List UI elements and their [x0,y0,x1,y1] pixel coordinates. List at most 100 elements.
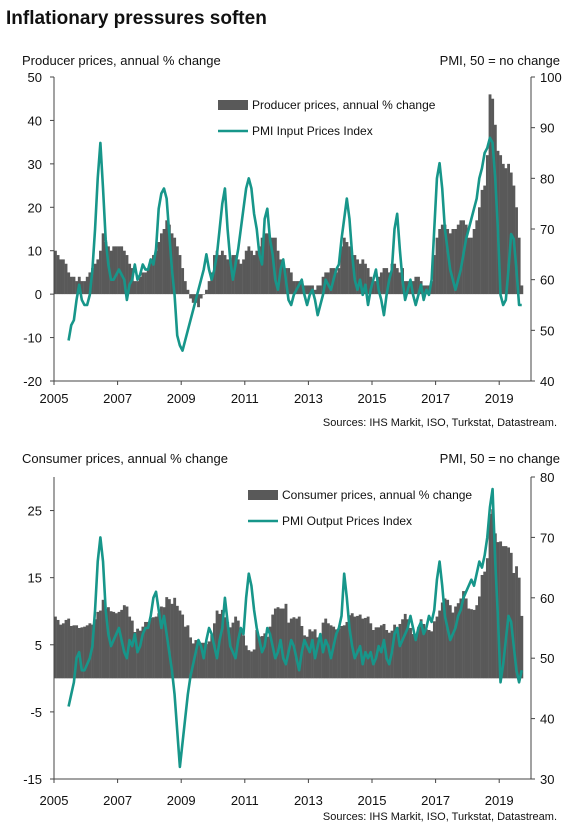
y-tick-label: 0 [35,287,42,302]
bar [483,571,487,679]
x-tick-label: 2019 [485,391,514,406]
bar [69,276,73,295]
bar [197,642,200,679]
bar [273,237,277,295]
bar [117,611,121,679]
bar [281,263,285,295]
bar [207,641,211,679]
bar [395,268,399,295]
bar [414,276,418,295]
bar [517,577,521,679]
bar [125,606,129,679]
bar [374,281,378,295]
bar [255,630,259,679]
bar [144,621,147,679]
bar [59,624,63,679]
bar [289,272,293,295]
bar [417,627,420,679]
bar [152,617,155,679]
bar [75,625,79,679]
bar [483,185,487,295]
bar [260,237,264,295]
y-tick-label: -5 [30,705,42,720]
bar [64,619,68,679]
bar [393,624,397,679]
bar [215,250,219,295]
y-tick-label: 20 [28,200,42,215]
bar [319,285,322,295]
bar [178,255,182,295]
x-tick-label: 2015 [358,391,387,406]
bar [440,602,444,679]
bar [430,631,434,679]
bar [284,603,288,679]
bar [515,207,518,295]
bar [186,625,190,679]
bar [210,272,214,295]
bar [451,229,455,295]
bar [173,237,177,295]
bar [475,220,479,295]
bar [250,250,253,295]
bar [406,619,410,679]
bar [332,626,336,679]
bar [507,547,510,679]
bar [88,623,92,679]
x-tick-label: 2017 [421,793,450,808]
bar [419,619,423,679]
bar [194,640,198,679]
bar [202,294,206,295]
bar [244,250,248,295]
bar [263,233,267,295]
y2-tick-label: 40 [540,712,554,727]
bar [141,626,145,679]
bar [93,619,97,679]
source-note: Sources: IHS Markit, ISO, Turkstat, Data… [323,417,557,429]
bar [364,263,367,295]
legend-label: Producer prices, annual % change [252,98,436,112]
bar [403,281,407,295]
y2-axis-label: PMI, 50 = no change [440,53,560,68]
bar [480,189,484,295]
bar [183,281,187,295]
bar [361,618,365,679]
bar [252,649,256,679]
x-tick-label: 2007 [103,391,132,406]
bar [464,598,468,679]
bar [321,276,325,295]
legend-label: PMI Output Prices Index [282,514,412,528]
bar [501,163,505,295]
bar [104,609,108,679]
y-tick-label: 5 [35,638,42,653]
bar [273,608,277,679]
bar [353,616,357,679]
bar [72,276,76,295]
bar [218,255,222,295]
bar [361,259,365,295]
bar [146,621,150,679]
bar [104,242,108,295]
bar [411,281,415,295]
bar [157,242,161,295]
bar [223,617,227,679]
bar [141,272,145,295]
bar [356,615,359,679]
bar [501,546,505,679]
bar [258,636,261,679]
bar [345,621,349,679]
y2-tick-label: 60 [540,273,554,288]
bar [101,233,105,295]
bar [136,281,139,295]
bar [226,621,230,679]
bar [395,627,399,679]
bar [244,645,248,679]
bar [215,610,219,679]
bar [369,623,373,679]
x-tick-label: 2009 [167,793,196,808]
source-note: Sources: IHS Markit, ISO, Turkstat, Data… [323,811,557,823]
bar [409,628,412,679]
bar [303,635,306,679]
y-tick-label: 10 [28,244,42,259]
bar [250,651,253,679]
